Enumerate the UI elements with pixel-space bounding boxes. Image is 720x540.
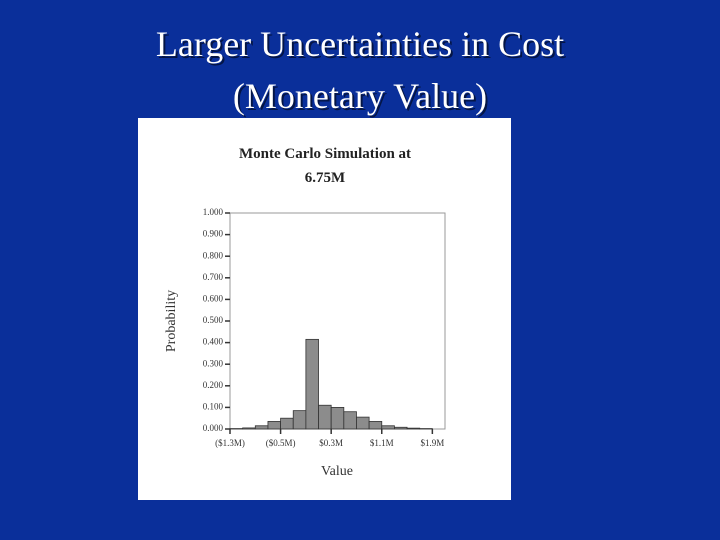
bar xyxy=(292,410,307,430)
y-axis-label: Probability xyxy=(164,290,179,352)
bar xyxy=(343,411,357,430)
bar xyxy=(356,416,370,430)
bar xyxy=(242,427,256,430)
y-tick-label: 0.800 xyxy=(203,250,224,260)
slide-title-shadow: (Monetary Value) xyxy=(235,78,489,118)
bar xyxy=(318,404,332,430)
y-tick-label: 0.300 xyxy=(203,358,224,368)
x-tick-label: ($1.3M) xyxy=(215,438,245,448)
y-tick-label: 0.200 xyxy=(203,380,224,390)
bar xyxy=(280,417,294,430)
x-axis-label: Value xyxy=(321,464,353,479)
x-tick-label: $1.1M xyxy=(370,438,394,448)
y-tick-label: 0.100 xyxy=(203,401,224,411)
bar xyxy=(254,425,269,430)
slide-title: Larger Uncertainties in Cost xyxy=(156,24,564,64)
y-tick-label: 0.500 xyxy=(203,315,224,325)
chart-panel xyxy=(138,118,511,500)
y-tick-label: 0.700 xyxy=(203,272,224,282)
y-tick-label: 1.000 xyxy=(203,207,224,217)
bar xyxy=(267,421,281,430)
chart-title: Monte Carlo Simulation at xyxy=(239,146,411,162)
bar xyxy=(368,421,383,430)
bar xyxy=(381,425,395,430)
x-tick-label: ($0.5M) xyxy=(266,438,296,448)
y-tick-label: 0.600 xyxy=(203,293,224,303)
y-tick-label: 0.000 xyxy=(203,423,224,433)
bar xyxy=(394,426,408,430)
x-tick-label: $0.3M xyxy=(319,438,343,448)
x-tick-label: $1.9M xyxy=(420,438,444,448)
slide-title: (Monetary Value) xyxy=(233,76,487,116)
bar xyxy=(406,427,421,430)
y-tick-label: 0.400 xyxy=(203,337,224,347)
y-tick-label: 0.900 xyxy=(203,229,224,239)
chart-title: 6.75M xyxy=(305,170,345,186)
bar xyxy=(330,406,345,430)
bar xyxy=(305,338,319,430)
slide-title-shadow: Larger Uncertainties in Cost xyxy=(158,26,566,66)
